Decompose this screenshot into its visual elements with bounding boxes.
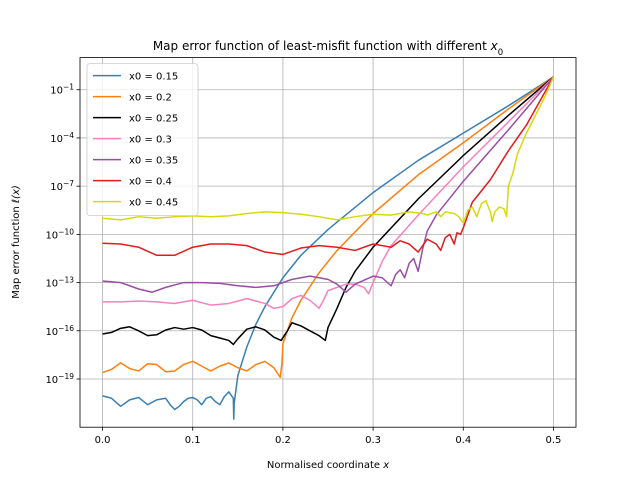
y-axis-ticks: 10−1 10−4 10−7 10−10 10−13 10−16 10−19 (45, 82, 80, 386)
legend-box (86, 63, 199, 216)
series-line-5 (102, 76, 555, 293)
legend-label: x0 = 0.4 (129, 177, 172, 188)
legend-label: x0 = 0.15 (129, 72, 178, 83)
series-line-6 (102, 76, 555, 257)
series-layer (102, 76, 555, 420)
y-tick-label: 10−19 (45, 371, 74, 386)
y-tick-label: 10−13 (45, 275, 74, 290)
x-tick-label: 0.0 (95, 435, 111, 446)
legend: x0 = 0.15 x0 = 0.2 x0 = 0.25 x0 = 0.3 x0 = 0… (86, 63, 199, 216)
series-line-1 (102, 76, 554, 420)
x-axis-label: Normalised coordinate x (267, 460, 389, 471)
legend-label: x0 = 0.45 (129, 198, 178, 209)
series-line-3 (102, 76, 554, 346)
y-tick-label: 10−10 (45, 227, 74, 242)
y-tick-label: 10−7 (50, 179, 74, 194)
y-tick-label: 10−1 (50, 82, 74, 97)
legend-label: x0 = 0.25 (129, 114, 178, 125)
legend-label: x0 = 0.2 (129, 93, 172, 104)
plot-frame (79, 57, 577, 428)
legend-label: x0 = 0.35 (129, 156, 178, 167)
y-axis-label: Map error function ℓ(x) (11, 185, 22, 299)
series-line-7 (102, 76, 555, 224)
series-line-2 (102, 76, 554, 379)
y-tick-label: 10−16 (45, 323, 74, 338)
y-tick-label: 10−4 (50, 130, 74, 145)
x-tick-label: 0.1 (185, 435, 201, 446)
legend-label: x0 = 0.3 (129, 135, 172, 146)
chart-title: Map error function of least-misfit funct… (153, 39, 503, 58)
series-line-4 (102, 76, 554, 310)
x-tick-label: 0.4 (455, 435, 471, 446)
x-tick-label: 0.3 (365, 435, 381, 446)
x-tick-label: 0.2 (275, 435, 291, 446)
x-tick-label: 0.5 (546, 435, 562, 446)
x-axis-ticks: 0.0 0.1 0.2 0.3 0.4 0.5 (95, 427, 562, 446)
